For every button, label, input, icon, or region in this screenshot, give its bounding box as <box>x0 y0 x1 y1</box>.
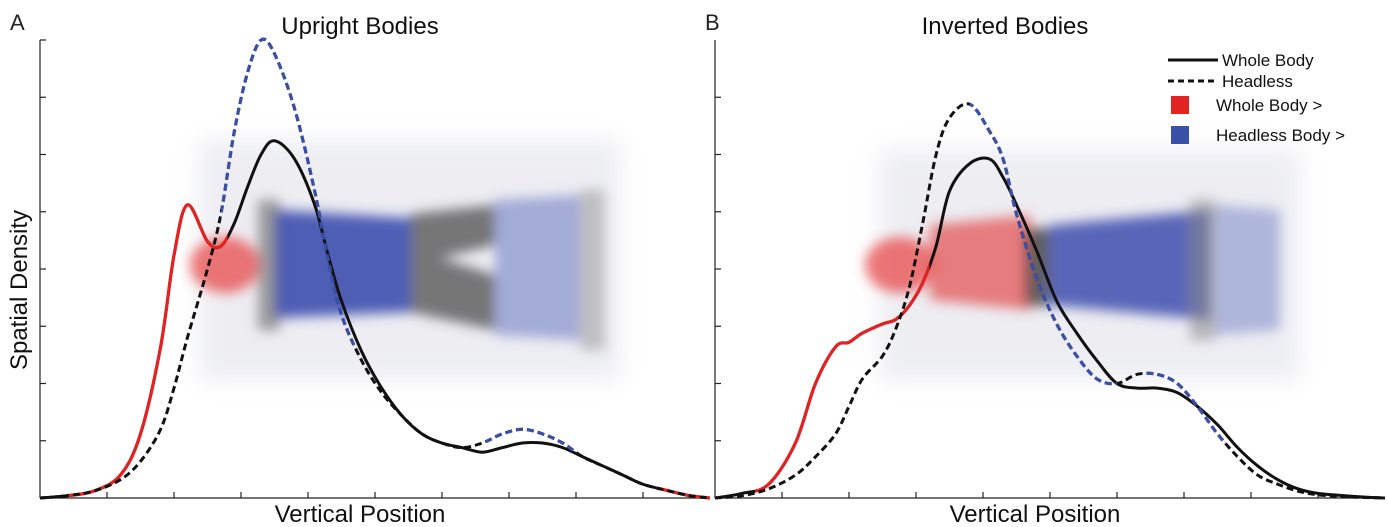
legend-label-whole-body-greater: Whole Body > <box>1216 96 1322 115</box>
plot-area-a <box>39 37 711 500</box>
body-silhouette-upright <box>190 140 620 380</box>
legend-label-whole-body: Whole Body <box>1222 51 1314 70</box>
x-axis-label: Vertical Position <box>275 501 446 527</box>
whole-body-greater-segment <box>755 261 930 493</box>
legend-blue-square-icon <box>1171 126 1189 144</box>
legend-red-square-icon <box>1171 96 1189 114</box>
headless-density-line <box>714 102 1386 500</box>
plot-area-b <box>714 40 1386 500</box>
chart-title: Inverted Bodies <box>922 13 1089 40</box>
whole-body-greater-segment <box>66 203 228 498</box>
x-axis-label: Vertical Position <box>950 501 1121 527</box>
headless-greater-segment <box>220 37 355 351</box>
panel-b: B Inverted Bodies Vertical Position <box>705 10 1386 527</box>
panel-letter: A <box>10 10 25 35</box>
y-axis-label: Spatial Density <box>6 210 33 370</box>
legend-label-headless-body-greater: Headless Body > <box>1216 126 1345 145</box>
chart-title: Upright Bodies <box>281 13 438 40</box>
legend: Whole Body Headless Whole Body > Headles… <box>1168 51 1345 145</box>
panel-a: A Upright Bodies Vertical Position Spati… <box>6 10 711 527</box>
panel-letter: B <box>705 10 720 35</box>
legend-label-headless: Headless <box>1222 72 1293 91</box>
